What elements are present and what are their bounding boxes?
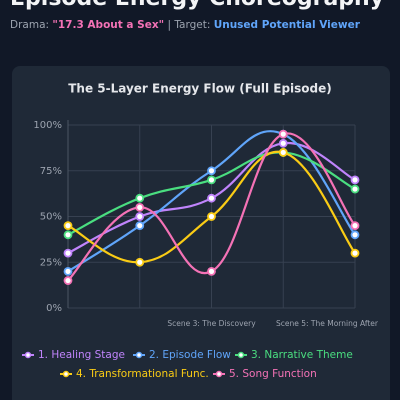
drama: "17.3 About a Sex" <box>52 19 165 31</box>
chart-card <box>12 66 390 400</box>
point <box>278 148 288 157</box>
legend-dot <box>215 370 223 378</box>
page-title: Episode Energy Choreography <box>10 0 384 11</box>
point <box>207 266 216 276</box>
point <box>63 248 73 258</box>
x-tick-label: Scene 5: The Morning After <box>276 319 379 328</box>
point <box>135 221 145 231</box>
y-tick-label: 0% <box>46 303 62 314</box>
point <box>207 193 216 203</box>
point <box>350 221 360 231</box>
legend-label: 4. Transformational Func. <box>76 368 209 380</box>
legend-label: 1. Healing Stage <box>38 349 125 361</box>
point <box>207 212 216 221</box>
legend-label: 5. Song Function <box>229 368 317 380</box>
point <box>278 138 288 148</box>
point <box>135 212 145 221</box>
series-line <box>67 150 356 264</box>
point <box>135 257 145 267</box>
point <box>350 230 360 240</box>
legend-dot <box>237 351 245 359</box>
legend-dot <box>24 351 32 359</box>
legend-label: 2. Episode Flow <box>149 349 231 361</box>
point <box>278 129 288 139</box>
point <box>350 248 360 258</box>
y-tick-label: 25% <box>40 257 62 268</box>
drama-label: Drama: <box>10 19 50 31</box>
point <box>135 202 145 212</box>
target: Unused Potential Viewer <box>213 19 360 31</box>
point <box>207 175 216 185</box>
point <box>350 184 360 194</box>
point <box>350 175 360 185</box>
point <box>207 166 216 176</box>
legend-label: 3. Narrative Theme <box>251 349 353 361</box>
subtitle: Drama: "17.3 About a Sex" | Target: Unus… <box>10 19 360 31</box>
y-tick-label: 100% <box>33 120 62 131</box>
chart-title: The 5-Layer Energy Flow (Full Episode) <box>68 82 332 96</box>
legend-dot <box>62 370 70 378</box>
point <box>63 221 73 231</box>
point <box>63 266 73 276</box>
point <box>63 230 73 240</box>
y-tick-label: 50% <box>40 212 62 223</box>
legend-dot <box>135 351 143 359</box>
x-tick-label: Scene 3: The Discovery <box>167 319 256 328</box>
y-tick-label: 75% <box>40 166 62 177</box>
point <box>135 193 145 203</box>
point <box>63 276 73 285</box>
target-label: | Target: <box>167 19 211 31</box>
